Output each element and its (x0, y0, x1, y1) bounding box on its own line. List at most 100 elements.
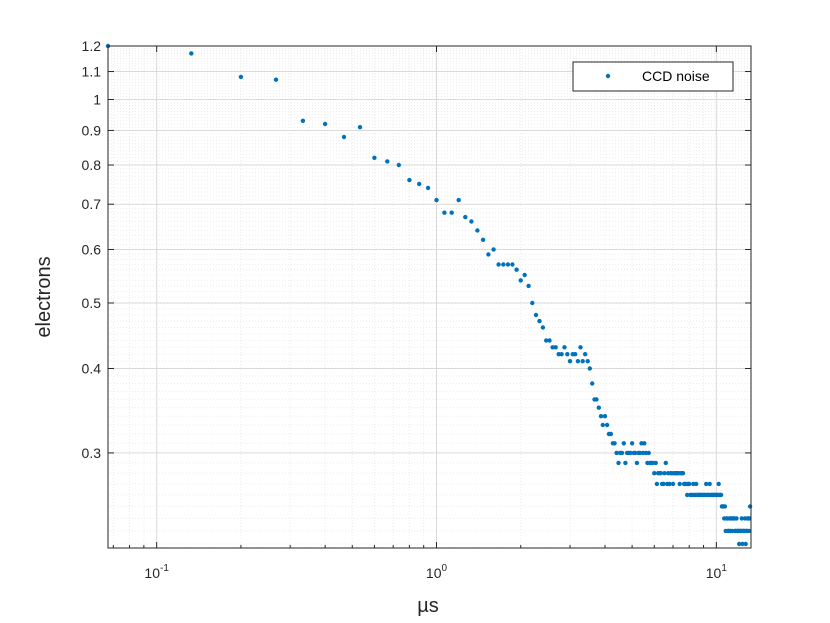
data-point (614, 450, 619, 456)
y-tick-label: 0.6 (82, 241, 102, 257)
y-axis-label: electrons (33, 256, 55, 337)
data-point (608, 431, 614, 437)
data-point (567, 359, 573, 364)
data-point (652, 471, 657, 476)
data-point (449, 210, 454, 215)
data-point (737, 541, 742, 547)
data-point (559, 352, 564, 357)
x-tick-label: 10-1 (144, 563, 169, 581)
data-point (596, 405, 601, 410)
data-point (480, 237, 486, 242)
data-point (565, 352, 570, 357)
data-point (704, 481, 709, 487)
y-ticks: 1.2 1.1 1 0.9 0.8 0.7 0.6 0.5 0.4 0.3 (82, 38, 751, 461)
data-point (585, 359, 590, 364)
data-point (372, 155, 377, 160)
y-tick-label: 0.8 (82, 157, 102, 173)
data-point (653, 460, 658, 466)
data-point (604, 422, 610, 428)
data-point (623, 460, 628, 466)
data-point (417, 181, 422, 187)
data-point (434, 197, 439, 203)
data-point (496, 262, 501, 267)
data-point (505, 262, 511, 267)
data-point (734, 516, 739, 521)
data-point (747, 504, 753, 509)
data-point (743, 541, 748, 547)
data-point (475, 228, 480, 233)
data-point (385, 159, 390, 164)
data-point (667, 481, 672, 487)
data-point (629, 441, 635, 446)
data-point (322, 121, 328, 127)
data-point (491, 247, 496, 252)
legend-box (572, 61, 734, 92)
data-point (407, 177, 412, 183)
data-point (687, 481, 692, 487)
data-point (540, 325, 546, 330)
data-point (663, 460, 668, 466)
data-point (575, 359, 581, 364)
data-point (573, 352, 578, 357)
legend-label: CCD noise (642, 68, 710, 84)
plot-area: 10-1 100 101 1.2 1.1 1 0.9 0.8 0.7 0.6 0.5 0.4 0.3 (82, 38, 753, 581)
data-point (486, 252, 491, 257)
data-point (510, 262, 515, 267)
data-point (341, 134, 347, 140)
data-point (580, 359, 585, 364)
data-point (463, 214, 468, 220)
data-point (654, 481, 660, 487)
x-ticks: 10-1 100 101 (112, 46, 728, 581)
data-point (628, 450, 633, 456)
data-point (642, 441, 647, 446)
data-point (357, 125, 363, 130)
data-point (518, 278, 523, 283)
data-point (722, 504, 728, 509)
data-point (273, 77, 279, 82)
data-point (396, 162, 401, 168)
data-point (685, 492, 690, 498)
data-point (533, 312, 539, 318)
data-point (746, 528, 752, 534)
data-point (661, 481, 666, 487)
y-tick-label: 1.2 (82, 38, 102, 54)
data-point (594, 397, 599, 402)
data-point (547, 338, 552, 343)
data-point (602, 414, 608, 419)
data-point (587, 366, 592, 371)
data-point (707, 481, 712, 487)
data-point (530, 300, 535, 306)
data-point (550, 345, 555, 350)
data-point (716, 481, 721, 487)
data-point (590, 381, 595, 386)
data-point (456, 197, 461, 203)
y-tick-label: 1 (93, 92, 101, 108)
data-point (300, 118, 306, 124)
data-point (514, 267, 519, 272)
data-point (553, 345, 558, 350)
data-point (189, 51, 194, 56)
data-point (621, 441, 626, 446)
data-point (598, 414, 604, 419)
data-point (616, 460, 621, 466)
y-tick-label: 0.3 (82, 445, 102, 461)
data-point (522, 272, 527, 278)
data-point (501, 262, 506, 267)
data-point (694, 481, 699, 487)
x-tick-label: 101 (706, 563, 728, 581)
data-point (578, 345, 583, 350)
y-tick-label: 0.7 (82, 196, 102, 212)
data-point (677, 481, 682, 487)
data-point (718, 492, 724, 498)
data-point (425, 185, 431, 191)
data-point (646, 450, 651, 456)
axes-box (107, 45, 752, 549)
data-point (670, 481, 676, 487)
legend: CCD noise (572, 61, 734, 92)
data-point (612, 441, 617, 446)
data-point (469, 219, 474, 224)
data-point (680, 471, 686, 476)
data-point (442, 210, 447, 215)
data-point (600, 422, 605, 428)
x-axis-label: µs (417, 595, 439, 617)
